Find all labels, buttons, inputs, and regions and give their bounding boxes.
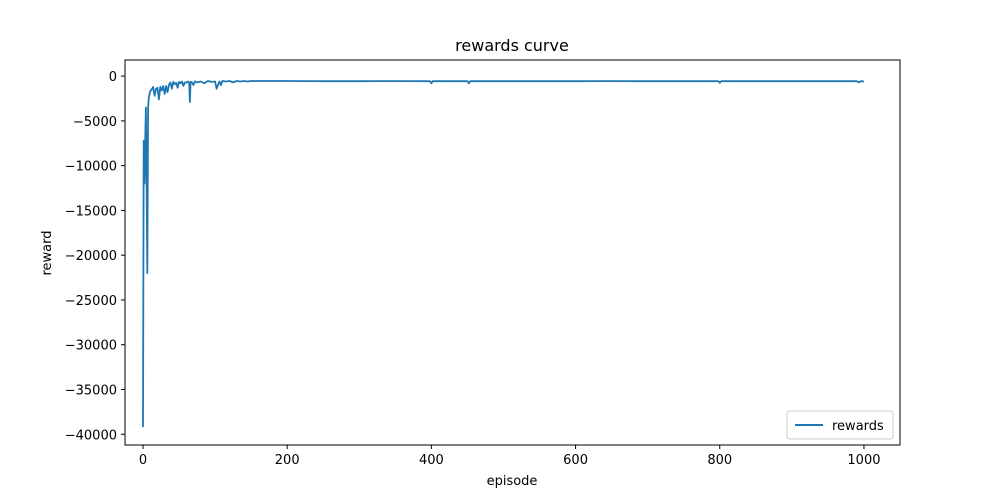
x-tick-label: 0 [139,453,147,468]
y-tick-label: −15000 [65,204,117,219]
y-tick-label: 0 [109,70,117,85]
y-axis: 0 −5000 −10000 −15000 −20000 −25000 −30000 −350… [65,70,125,443]
legend-label-rewards: rewards [832,419,884,434]
y-tick-label: −10000 [65,160,117,175]
y-axis-title: reward [40,230,55,275]
y-tick-label: −40000 [65,428,117,443]
x-tick-label: 800 [707,453,732,468]
y-tick-label: −25000 [65,294,117,309]
y-tick-label: −30000 [65,339,117,354]
y-tick-label: −5000 [73,115,117,130]
x-tick-label: 600 [563,453,588,468]
x-axis-title: episode [487,474,538,489]
y-tick-label: −20000 [65,249,117,264]
y-tick-label: −35000 [65,383,117,398]
x-tick-label: 400 [419,453,444,468]
x-tick-label: 1000 [847,453,880,468]
plot-content [142,80,865,428]
plot-frame [124,59,901,446]
legend: rewards [786,410,894,440]
legend-box [786,410,894,440]
x-axis: 0 200 400 600 800 1000 [139,445,881,468]
series-line-rewards [142,80,865,428]
chart-title: rewards curve [455,36,569,55]
x-tick-label: 200 [275,453,300,468]
